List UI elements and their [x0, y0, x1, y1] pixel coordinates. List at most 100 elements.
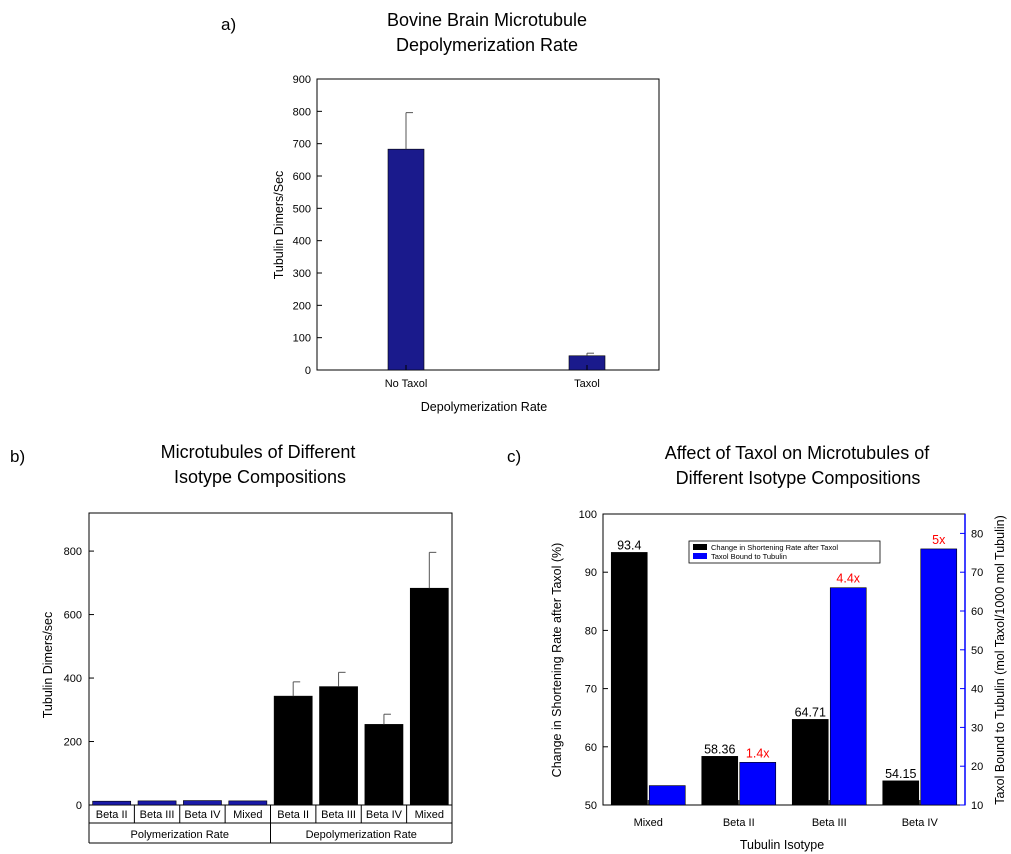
- panel-c-x-axis: Mixed Beta II Beta III Beta IV: [634, 800, 939, 829]
- legend-label-taxol-bound: Taxol Bound to Tubulin: [711, 552, 787, 561]
- right-y-tick-label: 80: [971, 528, 983, 540]
- y-tick-label: 100: [579, 509, 597, 521]
- panel-a-x-axis: No Taxol Taxol: [385, 365, 600, 390]
- y-tick-label: 400: [64, 673, 82, 685]
- panel-a-title-line-2: Depolymerization Rate: [396, 35, 578, 55]
- x-tick-label: No Taxol: [385, 378, 428, 390]
- data-label-taxol-bound: 5x: [932, 533, 946, 547]
- table-category-label: Beta IV: [184, 809, 221, 821]
- table-category-label: Mixed: [233, 809, 262, 821]
- bar-2: [183, 800, 222, 806]
- bar-taxol-bound-1: [739, 762, 777, 806]
- legend-box: [688, 540, 881, 564]
- x-tick-label: Beta IV: [902, 817, 939, 829]
- table-category-label: Beta II: [277, 809, 309, 821]
- panel-c-right-y-axis: 10 20 30 40 50 60 70 80: [960, 528, 983, 812]
- y-tick-label: 600: [293, 171, 311, 183]
- y-tick-label: 0: [305, 365, 311, 377]
- y-tick-label: 300: [293, 268, 311, 280]
- data-label-shortening: 58.36: [704, 742, 735, 756]
- right-y-tick-label: 10: [971, 800, 983, 812]
- table-category-label: Mixed: [415, 809, 444, 821]
- data-label-taxol-bound: 1.4x: [746, 746, 770, 760]
- bar-5: [319, 686, 358, 806]
- table-category-label: Beta II: [96, 809, 128, 821]
- bar-taxol-bound-3: [920, 548, 958, 806]
- panel-c-title-line-1: Affect of Taxol on Microtubules of: [665, 443, 930, 463]
- right-y-tick-label: 30: [971, 722, 983, 734]
- panel-b-category-table: Beta II Beta III Beta IV Mixed Beta II Beta I…: [88, 805, 453, 844]
- right-y-tick-label: 60: [971, 606, 983, 618]
- y-tick-label: 800: [293, 106, 311, 118]
- legend-swatch-taxol-bound: [693, 553, 707, 559]
- right-y-tick-label: 70: [971, 567, 983, 579]
- panel-a-label: a): [221, 15, 236, 34]
- panel-a: a) Bovine Brain Microtubule Depolymeriza…: [221, 10, 660, 414]
- x-tick-label: Beta III: [812, 817, 847, 829]
- y-tick-label: 400: [293, 236, 311, 248]
- panel-c: c) Affect of Taxol on Microtubules of Di…: [507, 443, 1007, 852]
- y-tick-label: 80: [585, 625, 597, 637]
- bar-6: [364, 724, 404, 806]
- data-label-shortening: 93.4: [617, 538, 641, 552]
- panel-c-bars: 93.4 58.36 1.4x 64.71 4.4x 54.15 5x: [610, 533, 958, 806]
- panel-b-y-axis: 0 200 400 600 800: [64, 546, 94, 812]
- panel-a-x-axis-label: Depolymerization Rate: [421, 400, 547, 414]
- right-y-tick-label: 20: [971, 761, 983, 773]
- panel-c-y-axis-label: Change in Shortening Rate after Taxol (%…: [550, 543, 564, 778]
- bar-0: [92, 800, 132, 806]
- data-label-shortening: 64.71: [795, 705, 826, 719]
- bar-taxol-bound-2: [829, 587, 867, 806]
- panel-b: b) Microtubules of Different Isotype Com…: [10, 442, 453, 844]
- y-tick-label: 90: [585, 567, 597, 579]
- bar-4: [273, 695, 313, 806]
- y-tick-label: 600: [64, 610, 82, 622]
- panel-c-label: c): [507, 447, 521, 466]
- legend-label-shortening: Change in Shortening Rate after Taxol: [711, 543, 838, 552]
- panel-c-left-y-axis: 50 60 70 80 90 100: [579, 509, 608, 812]
- y-tick-label: 200: [293, 300, 311, 312]
- right-y-tick-label: 40: [971, 684, 983, 696]
- panel-b-label: b): [10, 447, 25, 466]
- table-category-label: Beta IV: [366, 809, 403, 821]
- panel-b-title-line-2: Isotype Compositions: [174, 467, 346, 487]
- y-tick-label: 900: [293, 74, 311, 86]
- bar-no-taxol: [387, 148, 425, 371]
- panel-a-bars: [387, 112, 606, 371]
- panel-a-y-axis-label: Tubulin Dimers/Sec: [272, 171, 286, 280]
- bar-7: [409, 587, 449, 806]
- x-tick-label: Beta II: [723, 817, 755, 829]
- panel-b-bars: [92, 551, 449, 806]
- x-tick-label: Taxol: [574, 378, 600, 390]
- y-tick-label: 70: [585, 684, 597, 696]
- panel-c-legend: Change in Shortening Rate after Taxol Ta…: [688, 540, 881, 564]
- panel-b-title-line-1: Microtubules of Different: [161, 442, 356, 462]
- data-label-shortening: 54.15: [885, 767, 916, 781]
- bar-shortening-1: [701, 756, 739, 806]
- right-y-tick-label: 50: [971, 645, 983, 657]
- bar-1: [137, 800, 177, 806]
- table-group-label: Depolymerization Rate: [306, 829, 417, 841]
- panel-c-right-y-axis-label: Taxol Bound to Tubulin (mol Taxol/1000 m…: [993, 515, 1007, 805]
- y-tick-label: 800: [64, 546, 82, 558]
- table-category-label: Beta III: [321, 809, 356, 821]
- y-tick-label: 100: [293, 333, 311, 345]
- panel-a-plot-frame: [316, 78, 660, 371]
- y-tick-label: 50: [585, 800, 597, 812]
- y-tick-label: 200: [64, 737, 82, 749]
- x-tick-label: Mixed: [634, 817, 663, 829]
- bar-shortening-3: [882, 780, 920, 806]
- panel-a-title-line-1: Bovine Brain Microtubule: [387, 10, 587, 30]
- bar-taxol-bound-0: [648, 785, 686, 806]
- y-tick-label: 0: [76, 800, 82, 812]
- panel-a-y-axis: 0 100 200 300 400 500 600 700 800 900: [293, 74, 322, 377]
- bar-3: [228, 800, 268, 806]
- panel-c-x-axis-label: Tubulin Isotype: [740, 838, 824, 852]
- panel-c-title-line-2: Different Isotype Compositions: [676, 468, 921, 488]
- bar-shortening-2: [791, 719, 829, 806]
- data-label-taxol-bound: 4.4x: [836, 572, 860, 586]
- legend-swatch-shortening: [693, 544, 707, 550]
- bar-shortening-0: [610, 552, 648, 806]
- panel-b-y-axis-label: Tubulin Dimers/sec: [41, 612, 55, 719]
